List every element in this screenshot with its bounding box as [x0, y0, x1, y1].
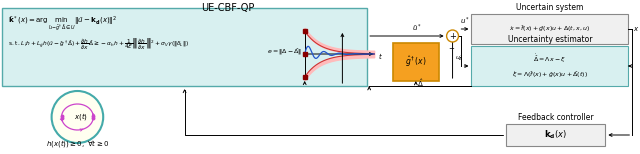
Bar	[2, 8, 367, 86]
Text: UE-CBF-QP: UE-CBF-QP	[202, 3, 255, 13]
Circle shape	[447, 30, 458, 42]
Circle shape	[52, 91, 103, 143]
Text: $\hat{\Delta}$: $\hat{\Delta}$	[417, 78, 424, 89]
Text: $\dot{x} = \hat{f}(x)+\hat{g}(x)u+\Delta(t,x,u)$: $\dot{x} = \hat{f}(x)+\hat{g}(x)u+\Delta…	[509, 24, 591, 34]
Text: $u_{\hat{\Delta}}$: $u_{\hat{\Delta}}$	[454, 55, 463, 63]
Text: $-$: $-$	[448, 44, 455, 50]
Text: $h(x(t)) \geq 0, \ \forall t \geq 0$: $h(x(t)) \geq 0, \ \forall t \geq 0$	[46, 138, 109, 149]
Bar	[506, 124, 605, 146]
Text: $\mathbf{k_d}(x)$: $\mathbf{k_d}(x)$	[545, 129, 567, 141]
Text: Uncertain system: Uncertain system	[516, 3, 584, 12]
Text: $x$: $x$	[633, 25, 639, 33]
Text: $\dot{\xi} = \Lambda(\hat{f}(x)+\hat{g}(x)u+\hat{\Delta}(t))$: $\dot{\xi} = \Lambda(\hat{f}(x)+\hat{g}(…	[512, 69, 588, 80]
Text: $t$: $t$	[378, 51, 383, 61]
Bar	[472, 46, 628, 86]
Text: $\hat{g}^\dagger(x)$: $\hat{g}^\dagger(x)$	[405, 55, 427, 69]
Text: $\dot{\hat{\Delta}} = \Lambda x - \xi$: $\dot{\hat{\Delta}} = \Lambda x - \xi$	[533, 53, 566, 65]
Text: Feedback controller: Feedback controller	[518, 113, 593, 122]
Text: $\bar{\mathbf{k}}^*(x) = \arg\min_{\bar{u}-\hat{g}^\dagger\hat{\Delta}\in U} \|\: $\bar{\mathbf{k}}^*(x) = \arg\min_{\bar{…	[8, 14, 117, 33]
Bar	[393, 43, 438, 81]
Bar	[472, 14, 628, 44]
Text: $\bar{u}^*$: $\bar{u}^*$	[412, 23, 422, 34]
Text: Uncertainty estimator: Uncertainty estimator	[508, 35, 592, 44]
Text: $e=\|\Delta - \hat{\Delta}\|$: $e=\|\Delta - \hat{\Delta}\|$	[268, 47, 303, 57]
Text: $x(t)$: $x(t)$	[74, 111, 88, 122]
Text: $+$: $+$	[449, 30, 456, 41]
Text: s. t. $L_{\hat{f}}h+L_{\hat{g}}h(\bar{u}-\hat{g}^\dagger\hat{\Delta})+\dfrac{\pa: s. t. $L_{\hat{f}}h+L_{\hat{g}}h(\bar{u}…	[8, 36, 189, 52]
Text: $u^*$: $u^*$	[460, 16, 470, 27]
